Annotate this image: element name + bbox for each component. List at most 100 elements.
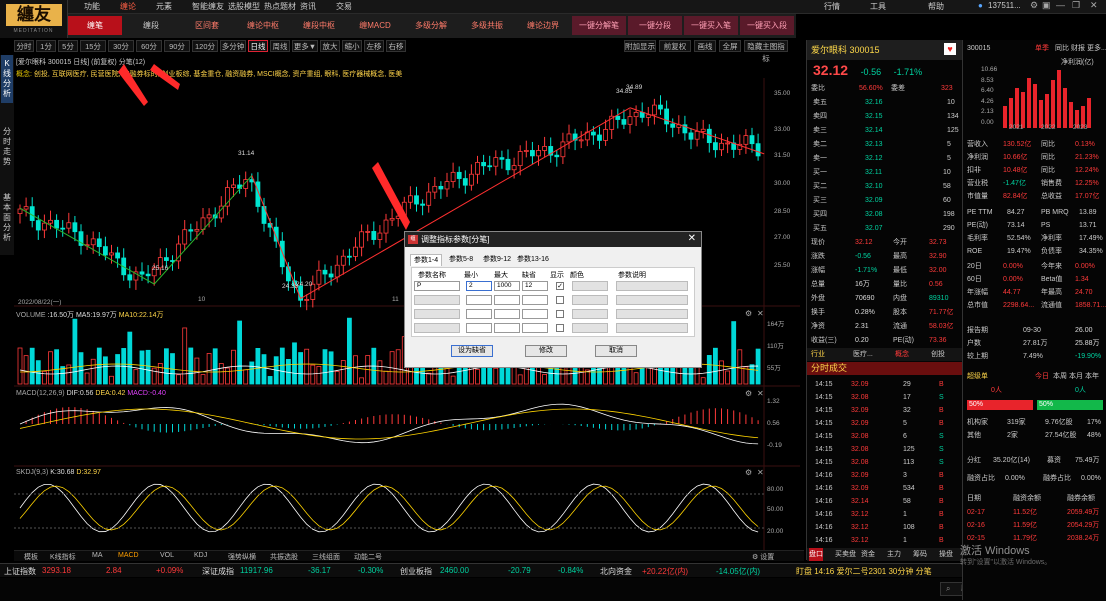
- skdj-close-icon[interactable]: ✕: [757, 468, 764, 477]
- quote-tab[interactable]: 主力: [887, 551, 901, 558]
- top-menu-item[interactable]: 智能缠友: [192, 2, 224, 11]
- period-button[interactable]: 放大: [320, 40, 340, 52]
- dialog-tab-5-8[interactable]: 参数5-8: [449, 256, 474, 263]
- indicator-tab[interactable]: 共振选股: [270, 554, 298, 561]
- chart-option-button[interactable]: 附加显示: [624, 40, 656, 52]
- quote-tab[interactable]: 筹码: [913, 551, 927, 558]
- param-input[interactable]: [414, 295, 460, 305]
- top-menu-item[interactable]: 选股模型: [228, 2, 260, 11]
- period-button[interactable]: 90分: [164, 40, 190, 52]
- top-menu-item[interactable]: 缠论: [120, 2, 136, 11]
- chan-tab[interactable]: 缠段: [143, 21, 159, 30]
- param-input[interactable]: 2: [466, 281, 492, 291]
- param-input[interactable]: [494, 295, 520, 305]
- indicator-tab[interactable]: 三线组面: [312, 554, 340, 561]
- set-default-button[interactable]: 设为缺省: [451, 345, 493, 357]
- chan-tab[interactable]: 多级共振: [471, 21, 503, 30]
- param-input[interactable]: 12: [522, 281, 548, 291]
- top-menu-item[interactable]: 交易: [336, 2, 352, 11]
- param-input[interactable]: [466, 323, 492, 333]
- indicator-tab[interactable]: KDJ: [194, 552, 208, 559]
- macd-settings-icon[interactable]: ⚙: [745, 389, 753, 398]
- period-button[interactable]: 更多▼: [292, 40, 318, 52]
- dialog-tab-13-16[interactable]: 参数13-16: [517, 256, 549, 263]
- menu-hangqing[interactable]: 行情: [824, 2, 840, 11]
- param-input[interactable]: [522, 295, 548, 305]
- param-show-checkbox[interactable]: [556, 310, 564, 318]
- dialog-close-icon[interactable]: ✕: [687, 233, 696, 244]
- volume-settings-icon[interactable]: ⚙: [745, 309, 753, 318]
- param-input[interactable]: [522, 323, 548, 333]
- param-input[interactable]: [466, 309, 492, 319]
- chan-tab[interactable]: 多级分解: [415, 21, 447, 30]
- period-button[interactable]: 缩小: [342, 40, 362, 52]
- param-color-swatch[interactable]: [572, 295, 608, 305]
- param-color-swatch[interactable]: [572, 323, 608, 333]
- chan-tab[interactable]: 一键分段: [628, 16, 682, 35]
- user-account[interactable]: 137511...: [988, 1, 1021, 10]
- macd-close-icon[interactable]: ✕: [757, 389, 764, 398]
- indicator-tab[interactable]: K线指标: [50, 554, 76, 561]
- index-cyb-name[interactable]: 创业板指: [400, 567, 432, 576]
- chan-tab[interactable]: 缠段中枢: [303, 21, 335, 30]
- param-input[interactable]: [466, 295, 492, 305]
- period-button[interactable]: 60分: [136, 40, 162, 52]
- top-menu-item[interactable]: 元素: [156, 2, 172, 11]
- quote-tab[interactable]: 买卖盘: [835, 551, 856, 558]
- favorite-heart-icon[interactable]: ♥: [944, 43, 956, 55]
- period-button[interactable]: 多分钟: [220, 40, 246, 52]
- chan-tab[interactable]: 缠论中枢: [247, 21, 279, 30]
- param-show-checkbox[interactable]: [556, 296, 564, 304]
- period-button[interactable]: 右移: [386, 40, 406, 52]
- volume-close-icon[interactable]: ✕: [757, 309, 764, 318]
- indicator-tab[interactable]: MA: [92, 552, 103, 559]
- param-input[interactable]: P: [414, 281, 460, 291]
- skdj-settings-icon[interactable]: ⚙: [745, 468, 753, 477]
- index-sh-name[interactable]: 上证指数: [4, 567, 36, 576]
- param-input[interactable]: [522, 309, 548, 319]
- period-button[interactable]: 30分: [108, 40, 134, 52]
- param-input[interactable]: [414, 309, 460, 319]
- period-button[interactable]: 日线: [248, 40, 268, 52]
- cancel-button[interactable]: 取消: [595, 345, 637, 357]
- indicator-tab[interactable]: 动能二号: [354, 554, 382, 561]
- chart-option-button[interactable]: 全屏: [719, 40, 741, 52]
- param-input[interactable]: [494, 323, 520, 333]
- dialog-tab-1-4[interactable]: 参数1-4: [410, 254, 443, 266]
- chart-option-button[interactable]: 隐藏主图指标: [744, 40, 788, 63]
- chart-option-button[interactable]: 前复权: [659, 40, 691, 52]
- chan-tab[interactable]: 一键买入笔: [684, 16, 738, 35]
- chan-tab[interactable]: 一键分解笔: [572, 16, 626, 35]
- close-icon[interactable]: ✕: [1090, 0, 1098, 10]
- chan-tab[interactable]: 一键买入段: [740, 16, 794, 35]
- period-button[interactable]: 分时: [14, 40, 34, 52]
- top-menu-item[interactable]: 热点题材: [264, 2, 296, 11]
- dialog-tab-9-12[interactable]: 参数9-12: [483, 256, 512, 263]
- tab-intraday[interactable]: 分时走势: [3, 127, 11, 166]
- chan-tab[interactable]: 缠MACD: [359, 21, 391, 30]
- chan-tab[interactable]: 缠笔: [68, 16, 122, 35]
- theme-icon[interactable]: ▣: [1042, 0, 1051, 10]
- param-show-checkbox[interactable]: ✓: [556, 282, 564, 290]
- top-menu-item[interactable]: 资讯: [300, 2, 316, 11]
- chan-tab[interactable]: 缠论边界: [527, 21, 559, 30]
- tab-fundamentals[interactable]: 基本面分析: [3, 193, 11, 242]
- quote-tab[interactable]: 操盘: [939, 551, 953, 558]
- settings-icon[interactable]: ⚙: [1030, 0, 1039, 10]
- menu-help[interactable]: 帮助: [928, 2, 944, 11]
- param-color-swatch[interactable]: [572, 309, 608, 319]
- menu-tools[interactable]: 工具: [870, 2, 886, 11]
- indicator-tab[interactable]: 强势纵横: [228, 554, 256, 561]
- user-avatar-icon[interactable]: ●: [978, 1, 983, 10]
- param-show-checkbox[interactable]: [556, 324, 564, 332]
- index-sz-name[interactable]: 深证成指: [202, 567, 234, 576]
- status-news[interactable]: 盯盘 14:16 爱尔二号2301 30分钟 分笔: [796, 567, 932, 576]
- top-menu-item[interactable]: 功能: [84, 2, 100, 11]
- northbound-name[interactable]: 北向资金: [600, 567, 632, 576]
- quote-tab[interactable]: 盘口: [809, 548, 823, 561]
- period-button[interactable]: 5分: [58, 40, 78, 52]
- indicator-tab[interactable]: VOL: [160, 552, 175, 559]
- modify-button[interactable]: 修改: [525, 345, 567, 357]
- chan-tab[interactable]: 区间套: [195, 21, 219, 30]
